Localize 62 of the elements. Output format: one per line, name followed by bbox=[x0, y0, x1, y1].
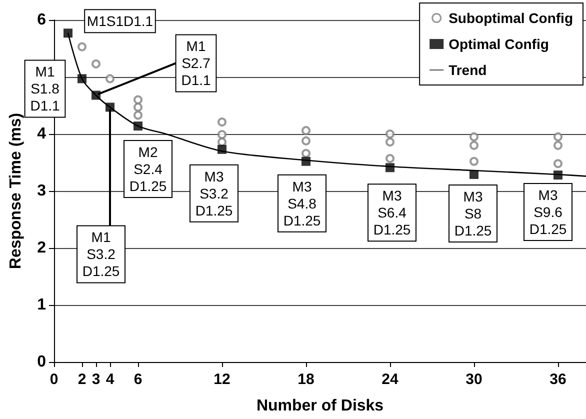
point bbox=[134, 110, 142, 120]
point bbox=[218, 118, 226, 127]
x-tick-label: 6 bbox=[134, 371, 142, 388]
point bbox=[92, 90, 100, 100]
annotation: M3 S3.2 D1.25 bbox=[195, 168, 233, 218]
point bbox=[134, 95, 142, 104]
annotation: M3 S8 D1.25 bbox=[454, 188, 492, 238]
point bbox=[106, 102, 114, 112]
point bbox=[554, 140, 562, 150]
point bbox=[92, 59, 100, 68]
point bbox=[302, 148, 310, 158]
annotation: M3 S4.8 D1.25 bbox=[283, 178, 321, 228]
point bbox=[554, 170, 562, 180]
y-tick-label: 1 bbox=[37, 296, 46, 314]
x-tick-label: 12 bbox=[214, 371, 230, 388]
x-tick-label: 4 bbox=[106, 371, 115, 388]
y-tick-label: 2 bbox=[37, 240, 46, 256]
y-tick-label: 0 bbox=[37, 354, 46, 370]
annotation: M3 S9.6 D1.25 bbox=[529, 187, 567, 238]
point bbox=[470, 132, 478, 142]
legend-label: Trend bbox=[448, 62, 487, 78]
x-tick-label: 30 bbox=[466, 371, 482, 388]
x-tick-label: 2 bbox=[78, 371, 86, 388]
x-tick-label: 3 bbox=[92, 371, 100, 388]
annotation: M1 S3.2 D1.25 bbox=[82, 229, 120, 280]
point bbox=[218, 130, 226, 140]
point bbox=[218, 144, 226, 154]
point bbox=[386, 163, 394, 172]
point bbox=[64, 28, 72, 38]
annotation: M1 S2.7 D1.1 bbox=[181, 38, 211, 88]
legend-label: Optimal Config bbox=[448, 36, 549, 52]
point bbox=[386, 130, 394, 138]
annotation: M1 S1.8 D1.1 bbox=[30, 64, 60, 114]
point bbox=[302, 126, 310, 136]
legend-label: Suboptimal Config bbox=[448, 10, 574, 26]
y-tick-label: 3 bbox=[37, 182, 46, 200]
x-tick-label: 24 bbox=[382, 371, 399, 388]
point bbox=[134, 122, 142, 131]
annotation: M2 S2.4 D1.25 bbox=[129, 144, 167, 194]
point bbox=[470, 170, 478, 179]
point bbox=[470, 156, 478, 166]
y-tick-label: 4 bbox=[37, 126, 46, 142]
x-tick-label: 0 bbox=[50, 371, 58, 388]
point bbox=[134, 102, 142, 112]
point bbox=[386, 137, 394, 146]
point bbox=[218, 137, 226, 146]
x-tick-label: 18 bbox=[298, 371, 314, 388]
x-axis-title: Number of Disks bbox=[256, 398, 384, 414]
point bbox=[78, 74, 86, 84]
point bbox=[106, 74, 114, 84]
point bbox=[78, 42, 86, 52]
x-tick-label: 36 bbox=[550, 371, 566, 388]
point bbox=[302, 156, 310, 166]
point bbox=[386, 154, 394, 164]
point bbox=[302, 136, 310, 146]
y-tick-label: 6 bbox=[37, 12, 46, 28]
annotation: M3 S6.4 D1.25 bbox=[373, 188, 411, 238]
y-axis-title: Response Time (ms) bbox=[8, 112, 24, 270]
annotation: M1S1D1.1 bbox=[86, 13, 154, 30]
point bbox=[554, 132, 562, 142]
point bbox=[554, 159, 562, 168]
point bbox=[470, 140, 478, 150]
